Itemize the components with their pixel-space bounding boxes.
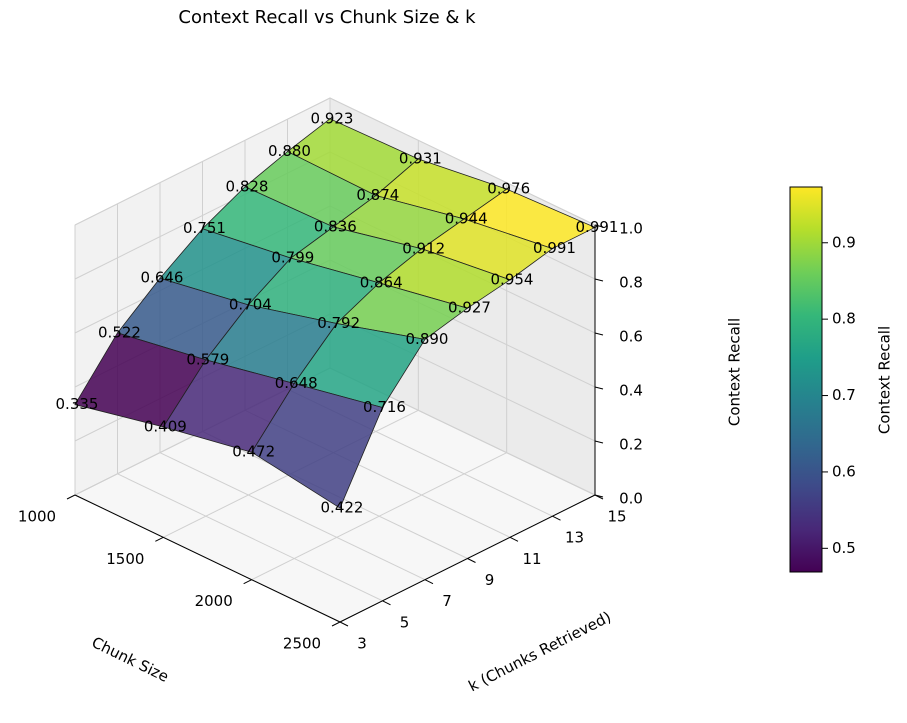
x-tick	[243, 579, 252, 585]
z-tick	[594, 386, 604, 390]
colorbar-tick-label: 0.5	[832, 539, 856, 557]
z-tick-label: 0.4	[619, 382, 643, 400]
data-label: 0.927	[448, 299, 491, 317]
z-tick	[594, 332, 604, 336]
y-axis	[339, 494, 596, 623]
z-tick	[594, 494, 604, 498]
colorbar-tick-label: 0.8	[832, 310, 856, 328]
z-tick	[594, 278, 604, 282]
x-tick	[331, 621, 341, 627]
data-label: 0.792	[317, 314, 360, 332]
x-axis-title: Chunk Size	[89, 633, 172, 686]
x-tick-label: 1000	[18, 508, 56, 526]
data-label: 0.522	[98, 323, 141, 341]
grid-line	[159, 452, 426, 581]
x-tick	[155, 536, 164, 542]
y-tick	[552, 515, 561, 521]
data-label: 0.954	[491, 270, 534, 288]
y-tick-label: 7	[442, 592, 452, 610]
z-tick-label: 0.2	[619, 436, 643, 454]
y-axis-title: k (Chunks Retrieved)	[466, 608, 614, 696]
data-label: 0.828	[226, 177, 269, 195]
colorbar-title: Context Recall	[876, 326, 894, 434]
data-label: 0.880	[268, 142, 311, 160]
data-label: 0.751	[183, 219, 226, 237]
z-tick	[594, 440, 604, 444]
surface	[74, 118, 596, 509]
data-label: 0.864	[360, 273, 403, 291]
y-tick-label: 15	[607, 508, 626, 526]
data-label: 0.799	[271, 249, 314, 267]
y-tick	[509, 536, 519, 542]
y-tick-label: 5	[400, 613, 410, 631]
data-label: 0.716	[363, 398, 406, 416]
grid-line	[74, 97, 331, 226]
x-tick-label: 2000	[195, 592, 233, 610]
data-label: 0.579	[186, 350, 229, 368]
data-label: 0.472	[232, 443, 275, 461]
colorbar-tick-label: 0.9	[832, 233, 856, 251]
data-label: 0.991	[576, 218, 619, 236]
x-tick-label: 2500	[283, 635, 321, 653]
data-label: 0.912	[402, 239, 445, 257]
x-tick	[66, 494, 76, 500]
x-axis	[74, 494, 341, 623]
data-label: 0.648	[275, 374, 318, 392]
data-label: 0.890	[406, 330, 449, 348]
y-tick-label: 3	[357, 635, 367, 653]
data-label: 0.422	[321, 499, 364, 517]
data-label: 0.335	[56, 395, 99, 413]
x-tick-label: 1500	[106, 550, 144, 568]
surface-face	[251, 383, 384, 509]
z-axis-title: Context Recall	[726, 318, 744, 426]
data-label: 0.931	[399, 149, 442, 167]
y-tick	[424, 579, 434, 585]
data-label: 0.944	[445, 209, 488, 227]
z-tick-label: 1.0	[619, 220, 643, 238]
grid-line	[117, 473, 383, 602]
data-label: 0.836	[314, 217, 357, 235]
z-tick-label: 0.8	[619, 274, 643, 292]
colorbar	[789, 186, 823, 573]
data-label: 0.976	[487, 180, 530, 198]
y-tick-label: 13	[565, 529, 584, 547]
y-tick	[339, 621, 349, 627]
y-tick-label: 9	[485, 571, 495, 589]
colorbar-tick-label: 0.6	[832, 462, 856, 480]
z-tick	[594, 224, 604, 228]
z-tick-label: 0.0	[619, 490, 643, 508]
data-label: 0.646	[141, 269, 184, 287]
data-label: 0.704	[229, 295, 272, 313]
data-label: 0.874	[356, 186, 399, 204]
chart-title: Context Recall vs Chunk Size & k	[178, 7, 476, 28]
data-label: 0.991	[533, 239, 576, 257]
y-tick	[382, 600, 391, 606]
data-label: 0.923	[311, 109, 354, 127]
grid-line	[329, 97, 596, 226]
colorbar-tick-label: 0.7	[832, 386, 856, 404]
y-tick-label: 11	[522, 550, 541, 568]
z-tick-label: 0.6	[619, 328, 643, 346]
y-tick	[467, 558, 476, 563]
data-label: 0.409	[144, 417, 187, 435]
